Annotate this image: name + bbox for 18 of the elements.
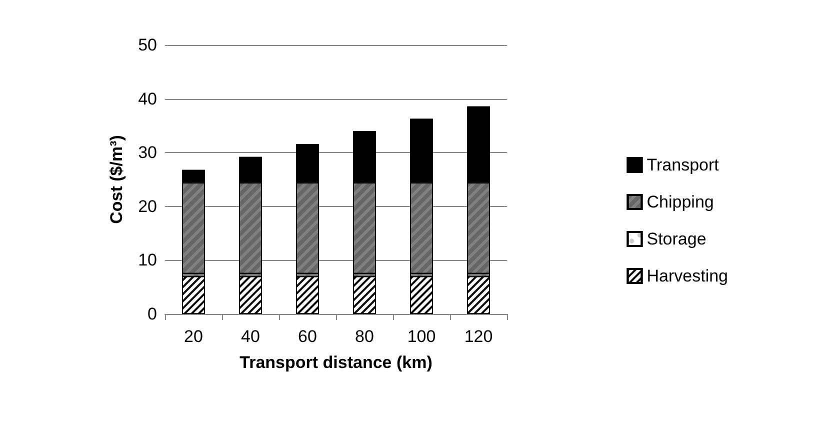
y-tick-label: 40 — [138, 89, 157, 108]
x-tick-label: 100 — [407, 327, 436, 346]
x-tick-label: 80 — [355, 327, 374, 346]
legend-label: Chipping — [646, 192, 714, 212]
x-tick-label: 40 — [241, 327, 260, 346]
legend-label: Harvesting — [646, 266, 728, 286]
y-tick-label: 20 — [138, 196, 157, 216]
legend-label: Storage — [646, 230, 706, 248]
x-axis-title: Transport distance (km) — [240, 353, 432, 372]
y-tick-label: 50 — [138, 36, 157, 54]
y-tick-label: 30 — [138, 143, 157, 162]
y-axis-title: Cost ($/m³) — [107, 135, 126, 224]
y-tick-label: 0 — [148, 304, 157, 324]
x-tick-label: 60 — [298, 327, 317, 346]
y-tick-label: 10 — [138, 250, 157, 270]
legend-label: Transport — [646, 156, 720, 174]
x-tick-label: 20 — [184, 327, 203, 346]
x-tick-label: 120 — [464, 327, 493, 346]
